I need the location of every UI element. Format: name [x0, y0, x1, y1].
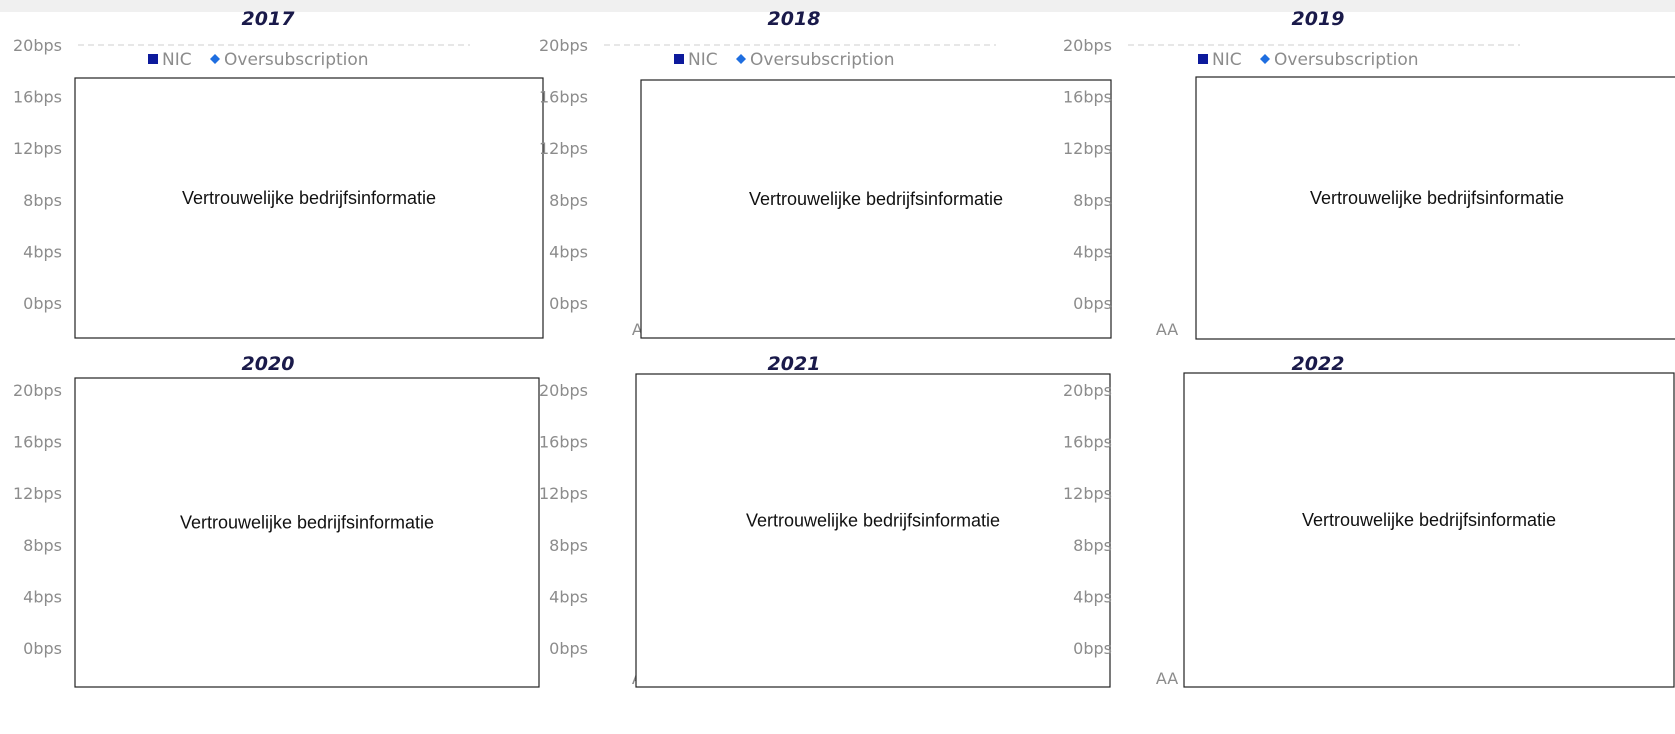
chart-title: 2018 — [768, 8, 821, 30]
legend: NIC Oversubscription — [674, 50, 895, 70]
nic-legend-marker — [674, 54, 684, 64]
legend-label: NIC — [688, 50, 718, 70]
chart-panel-2017: 20170bps4bps8bps12bps16bps20bpsAAABBB+BB… — [0, 5, 558, 372]
legend-label: NIC — [162, 50, 192, 70]
y-tick-label: 8bps — [23, 191, 62, 210]
y-tick-label: 20bps — [13, 381, 62, 400]
y-tick-label: 20bps — [539, 36, 588, 55]
y-tick-label: 16bps — [13, 433, 62, 452]
legend: NIC Oversubscription — [148, 50, 369, 70]
chart-svg: 20190bps4bps8bps12bps16bps20bpsAAABBB+BB… — [1063, 8, 1675, 340]
legend-label: NIC — [1212, 50, 1242, 70]
chart-panel-2022: 20220bps4bps8bps12bps16bps20bpsAAABBB+BB… — [1050, 350, 1675, 717]
chart-title: 2022 — [1292, 353, 1345, 375]
y-tick-label: 12bps — [539, 484, 588, 503]
oversubscription-legend-marker — [210, 54, 220, 64]
x-tick-label: AA — [1156, 669, 1178, 688]
chart-svg: 20180bps4bps8bps12bps16bps20bpsAAABBB+BB… — [539, 8, 1112, 339]
legend-label: Oversubscription — [224, 50, 369, 70]
chart-svg: 20170bps4bps8bps12bps16bps20bpsAAABBB+BB… — [13, 8, 544, 339]
y-tick-label: 8bps — [1073, 191, 1112, 210]
confidential-text: Vertrouwelijke bedrijfsinformatie — [182, 188, 436, 208]
y-tick-label: 8bps — [549, 536, 588, 555]
nic-legend-marker — [148, 54, 158, 64]
chart-title: 2017 — [242, 8, 296, 30]
top-strip — [0, 0, 1675, 12]
y-tick-label: 12bps — [13, 484, 62, 503]
y-tick-label: 4bps — [549, 587, 588, 606]
y-tick-label: 4bps — [23, 242, 62, 261]
legend-label: Oversubscription — [1274, 50, 1419, 70]
y-tick-label: 8bps — [1073, 536, 1112, 555]
confidential-mask — [74, 77, 544, 339]
legend-label: Oversubscription — [750, 50, 895, 70]
chart-panel-2018: 20180bps4bps8bps12bps16bps20bpsAAABBB+BB… — [526, 5, 1112, 372]
y-tick-label: 0bps — [23, 294, 62, 313]
y-tick-label: 8bps — [23, 536, 62, 555]
y-tick-label: 16bps — [1063, 433, 1112, 452]
y-tick-label: 4bps — [1073, 587, 1112, 606]
confidential-text: Vertrouwelijke bedrijfsinformatie — [1310, 188, 1564, 208]
x-tick-label: AA — [1156, 320, 1178, 339]
chart-title: 2020 — [242, 353, 295, 375]
y-tick-label: 16bps — [1063, 88, 1112, 107]
y-tick-label: 12bps — [1063, 484, 1112, 503]
chart-svg: 20210bps4bps8bps12bps16bps20bpsAAABBB+BB… — [539, 353, 1111, 688]
y-tick-label: 20bps — [13, 36, 62, 55]
confidential-text: Vertrouwelijke bedrijfsinformatie — [749, 189, 1003, 209]
oversubscription-legend-marker — [1260, 54, 1270, 64]
y-tick-label: 20bps — [1063, 36, 1112, 55]
confidential-mask — [640, 79, 1112, 339]
chart-title: 2021 — [768, 353, 821, 375]
confidential-mask — [1195, 76, 1675, 340]
y-tick-label: 16bps — [539, 433, 588, 452]
y-tick-label: 0bps — [549, 639, 588, 658]
legend: NIC Oversubscription — [1198, 50, 1419, 70]
chart-panel-2019: 20190bps4bps8bps12bps16bps20bpsAAABBB+BB… — [1050, 5, 1675, 372]
y-tick-label: 4bps — [23, 587, 62, 606]
confidential-mask — [74, 377, 540, 688]
y-tick-label: 0bps — [1073, 294, 1112, 313]
y-tick-label: 16bps — [13, 88, 62, 107]
confidential-text: Vertrouwelijke bedrijfsinformatie — [746, 511, 1000, 531]
chart-panel-2021: 20210bps4bps8bps12bps16bps20bpsAAABBB+BB… — [526, 350, 1111, 717]
y-tick-label: 16bps — [539, 88, 588, 107]
confidential-mask — [1183, 372, 1675, 688]
y-tick-label: 4bps — [549, 242, 588, 261]
y-tick-label: 12bps — [13, 139, 62, 158]
chart-svg: 20200bps4bps8bps12bps16bps20bpsAAABBB+BB… — [13, 353, 540, 688]
y-tick-label: 20bps — [1063, 381, 1112, 400]
chart-panel-2020: 20200bps4bps8bps12bps16bps20bpsAAABBB+BB… — [0, 350, 558, 717]
oversubscription-legend-marker — [736, 54, 746, 64]
y-tick-label: 12bps — [539, 139, 588, 158]
chart-svg: 20220bps4bps8bps12bps16bps20bpsAAABBB+BB… — [1063, 353, 1675, 688]
y-tick-label: 4bps — [1073, 242, 1112, 261]
nic-legend-marker — [1198, 54, 1208, 64]
chart-title: 2019 — [1292, 8, 1345, 30]
y-tick-label: 0bps — [1073, 639, 1112, 658]
y-tick-label: 0bps — [23, 639, 62, 658]
y-tick-label: 8bps — [549, 191, 588, 210]
confidential-text: Vertrouwelijke bedrijfsinformatie — [1302, 510, 1556, 530]
confidential-text: Vertrouwelijke bedrijfsinformatie — [180, 513, 434, 533]
y-tick-label: 12bps — [1063, 139, 1112, 158]
y-tick-label: 20bps — [539, 381, 588, 400]
confidential-mask — [635, 373, 1111, 688]
y-tick-label: 0bps — [549, 294, 588, 313]
